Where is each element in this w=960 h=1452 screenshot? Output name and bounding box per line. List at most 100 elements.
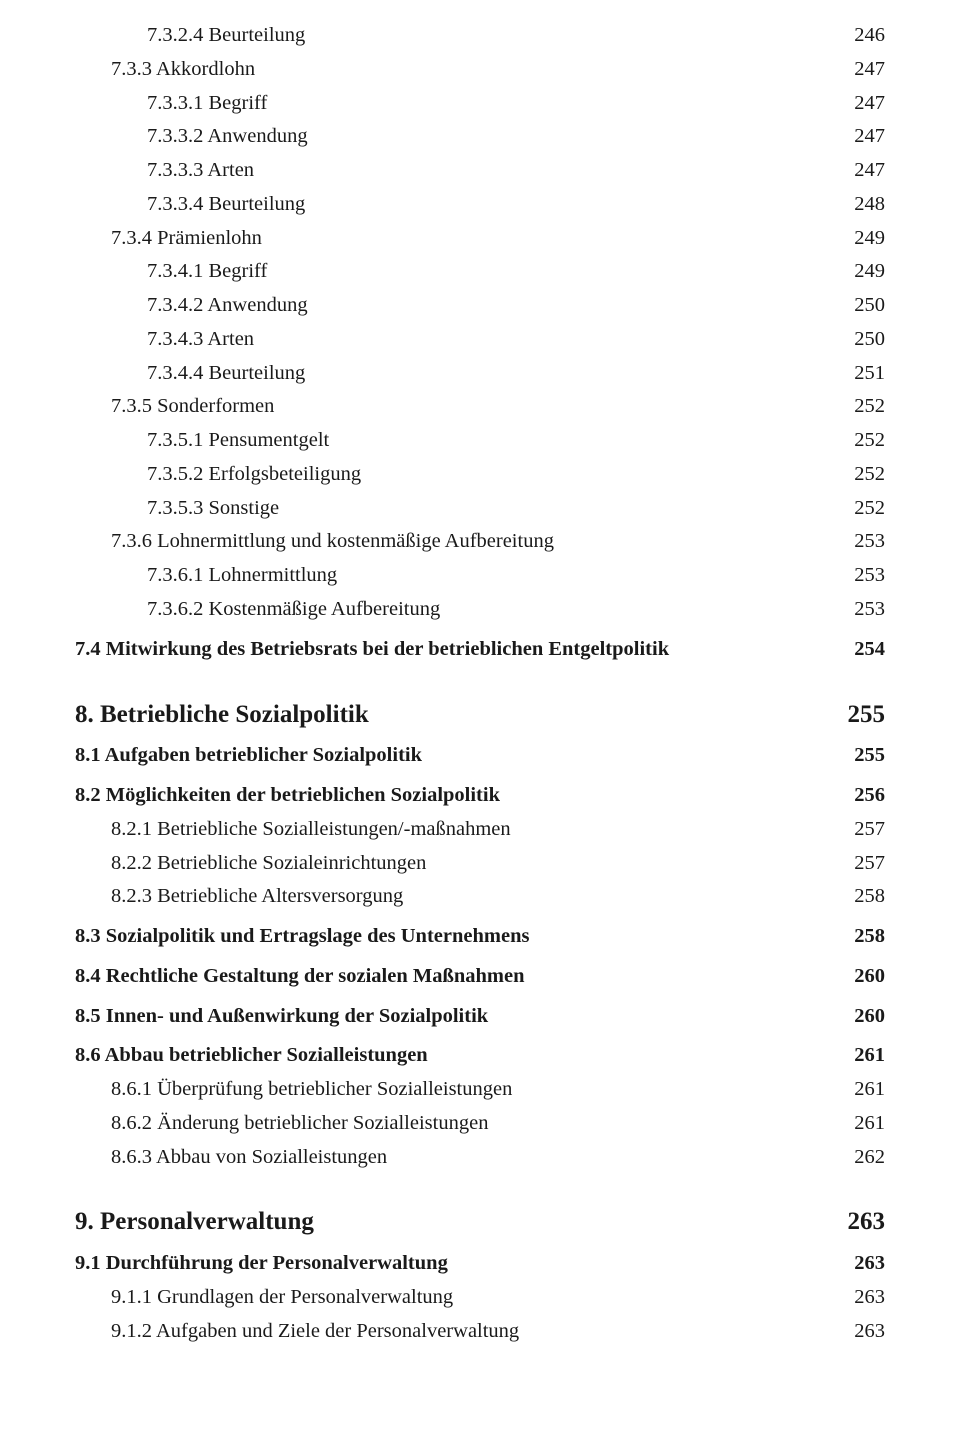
toc-entry: 7.3.3.3 Arten247: [75, 155, 885, 187]
toc-entry-label: 7.3.3 Akkordlohn: [111, 54, 835, 86]
toc-entry-page: 261: [835, 1108, 885, 1140]
toc-entry-page: 261: [835, 1040, 885, 1072]
toc-entry-page: 254: [835, 634, 885, 666]
toc-entry-label: 7.3.5 Sonderformen: [111, 391, 835, 423]
toc-entry: 7.3.4.2 Anwendung250: [75, 290, 885, 322]
toc-entry-label: 9. Personalverwaltung: [75, 1203, 835, 1242]
toc-entry-label: 7.4 Mitwirkung des Betriebsrats bei der …: [75, 634, 835, 666]
toc-entry-page: 250: [835, 324, 885, 356]
toc-entry: 9.1.1 Grundlagen der Personalverwaltung2…: [75, 1282, 885, 1314]
toc-entry-label: 9.1.2 Aufgaben und Ziele der Personalver…: [111, 1316, 835, 1348]
toc-entry-page: 263: [835, 1282, 885, 1314]
toc-entry: 7.3.5.3 Sonstige252: [75, 493, 885, 525]
toc-entry-label: 7.3.5.3 Sonstige: [147, 493, 835, 525]
toc-entry-label: 7.3.5.2 Erfolgsbeteiligung: [147, 459, 835, 491]
toc-entry-label: 9.1.1 Grundlagen der Personalverwaltung: [111, 1282, 835, 1314]
toc-entry: 7.3.3.2 Anwendung247: [75, 121, 885, 153]
toc-entry: 7.3.4 Prämienlohn249: [75, 223, 885, 255]
toc-entry: 7.3.5.1 Pensumentgelt252: [75, 425, 885, 457]
toc-entry-label: 7.3.2.4 Beurteilung: [147, 20, 835, 52]
toc-entry: 7.3.3 Akkordlohn247: [75, 54, 885, 86]
toc-entry: 7.3.4.4 Beurteilung251: [75, 358, 885, 390]
toc-entry: 7.3.3.4 Beurteilung248: [75, 189, 885, 221]
toc-entry: 7.4 Mitwirkung des Betriebsrats bei der …: [75, 634, 885, 666]
toc-entry: 8.4 Rechtliche Gestaltung der sozialen M…: [75, 961, 885, 993]
toc-entry-label: 9.1 Durchführung der Personalverwaltung: [75, 1248, 835, 1280]
toc-entry: 8. Betriebliche Sozialpolitik255: [75, 696, 885, 735]
toc-entry: 7.3.4.3 Arten250: [75, 324, 885, 356]
toc-entry-page: 253: [835, 526, 885, 558]
toc-entry-label: 8.2.2 Betriebliche Sozialeinrichtungen: [111, 848, 835, 880]
toc-entry: 7.3.2.4 Beurteilung246: [75, 20, 885, 52]
toc-entry-page: 247: [835, 121, 885, 153]
toc-entry-page: 249: [835, 223, 885, 255]
toc-entry-label: 8.6.2 Änderung betrieblicher Sozialleist…: [111, 1108, 835, 1140]
toc-entry: 8.6.2 Änderung betrieblicher Sozialleist…: [75, 1108, 885, 1140]
toc-entry-label: 8.2.3 Betriebliche Altersversorgung: [111, 881, 835, 913]
toc-entry: 8.5 Innen- und Außenwirkung der Sozialpo…: [75, 1001, 885, 1033]
toc-entry: 8.3 Sozialpolitik und Ertragslage des Un…: [75, 921, 885, 953]
toc-entry-label: 7.3.3.2 Anwendung: [147, 121, 835, 153]
toc-entry-page: 246: [835, 20, 885, 52]
toc-entry-page: 253: [835, 560, 885, 592]
toc-entry: 7.3.6.1 Lohnermittlung253: [75, 560, 885, 592]
toc-entry-label: 7.3.3.4 Beurteilung: [147, 189, 835, 221]
toc-entry: 9.1.2 Aufgaben und Ziele der Personalver…: [75, 1316, 885, 1348]
toc-entry-label: 7.3.6 Lohnermittlung und kostenmäßige Au…: [111, 526, 835, 558]
toc-entry-label: 8.6 Abbau betrieblicher Sozialleistungen: [75, 1040, 835, 1072]
toc-entry-label: 8.3 Sozialpolitik und Ertragslage des Un…: [75, 921, 835, 953]
toc-entry-page: 252: [835, 391, 885, 423]
toc-entry-page: 258: [835, 921, 885, 953]
toc-entry: 8.2 Möglichkeiten der betrieblichen Sozi…: [75, 780, 885, 812]
toc-entry-label: 7.3.4.2 Anwendung: [147, 290, 835, 322]
toc-entry-label: 8.6.3 Abbau von Sozialleistungen: [111, 1142, 835, 1174]
toc-entry-label: 7.3.4.1 Begriff: [147, 256, 835, 288]
toc-entry-page: 262: [835, 1142, 885, 1174]
toc-entry-page: 250: [835, 290, 885, 322]
toc-entry: 7.3.5 Sonderformen252: [75, 391, 885, 423]
toc-entry-page: 249: [835, 256, 885, 288]
toc-entry-page: 258: [835, 881, 885, 913]
toc-entry-label: 8.1 Aufgaben betrieblicher Sozialpolitik: [75, 740, 835, 772]
toc-entry-page: 261: [835, 1074, 885, 1106]
toc-entry: 8.6.1 Überprüfung betrieblicher Sozialle…: [75, 1074, 885, 1106]
toc-entry: 7.3.6 Lohnermittlung und kostenmäßige Au…: [75, 526, 885, 558]
toc-entry-label: 7.3.4.4 Beurteilung: [147, 358, 835, 390]
toc-entry-page: 247: [835, 54, 885, 86]
toc-entry-label: 7.3.3.3 Arten: [147, 155, 835, 187]
toc-entry: 7.3.5.2 Erfolgsbeteiligung252: [75, 459, 885, 491]
toc-entry-page: 247: [835, 88, 885, 120]
toc-entry-page: 260: [835, 1001, 885, 1033]
toc-entry-label: 8.2 Möglichkeiten der betrieblichen Sozi…: [75, 780, 835, 812]
toc-entry-page: 252: [835, 425, 885, 457]
toc-entry-page: 263: [835, 1316, 885, 1348]
toc-entry-page: 263: [835, 1203, 885, 1242]
toc-entry-page: 255: [835, 696, 885, 735]
toc-entry-label: 8. Betriebliche Sozialpolitik: [75, 696, 835, 735]
toc-entry-page: 257: [835, 848, 885, 880]
toc-entry-page: 257: [835, 814, 885, 846]
toc-entry: 7.3.4.1 Begriff249: [75, 256, 885, 288]
toc-entry-page: 256: [835, 780, 885, 812]
toc-entry-page: 252: [835, 459, 885, 491]
toc-entry-label: 7.3.6.1 Lohnermittlung: [147, 560, 835, 592]
toc-entry: 9. Personalverwaltung263: [75, 1203, 885, 1242]
toc-entry: 8.6 Abbau betrieblicher Sozialleistungen…: [75, 1040, 885, 1072]
toc-entry: 9.1 Durchführung der Personalverwaltung2…: [75, 1248, 885, 1280]
toc-entry: 8.6.3 Abbau von Sozialleistungen262: [75, 1142, 885, 1174]
table-of-contents: 7.3.2.4 Beurteilung2467.3.3 Akkordlohn24…: [75, 20, 885, 1348]
toc-entry: 7.3.6.2 Kostenmäßige Aufbereitung253: [75, 594, 885, 626]
toc-entry: 8.2.1 Betriebliche Sozialleistungen/-maß…: [75, 814, 885, 846]
toc-entry: 8.1 Aufgaben betrieblicher Sozialpolitik…: [75, 740, 885, 772]
toc-entry-page: 263: [835, 1248, 885, 1280]
toc-entry-label: 8.5 Innen- und Außenwirkung der Sozialpo…: [75, 1001, 835, 1033]
toc-entry-label: 7.3.3.1 Begriff: [147, 88, 835, 120]
toc-entry-label: 7.3.4 Prämienlohn: [111, 223, 835, 255]
toc-entry-label: 8.4 Rechtliche Gestaltung der sozialen M…: [75, 961, 835, 993]
toc-entry-label: 7.3.5.1 Pensumentgelt: [147, 425, 835, 457]
toc-entry-page: 253: [835, 594, 885, 626]
toc-entry-page: 247: [835, 155, 885, 187]
toc-entry-label: 7.3.6.2 Kostenmäßige Aufbereitung: [147, 594, 835, 626]
toc-entry-page: 255: [835, 740, 885, 772]
toc-entry-label: 8.6.1 Überprüfung betrieblicher Sozialle…: [111, 1074, 835, 1106]
